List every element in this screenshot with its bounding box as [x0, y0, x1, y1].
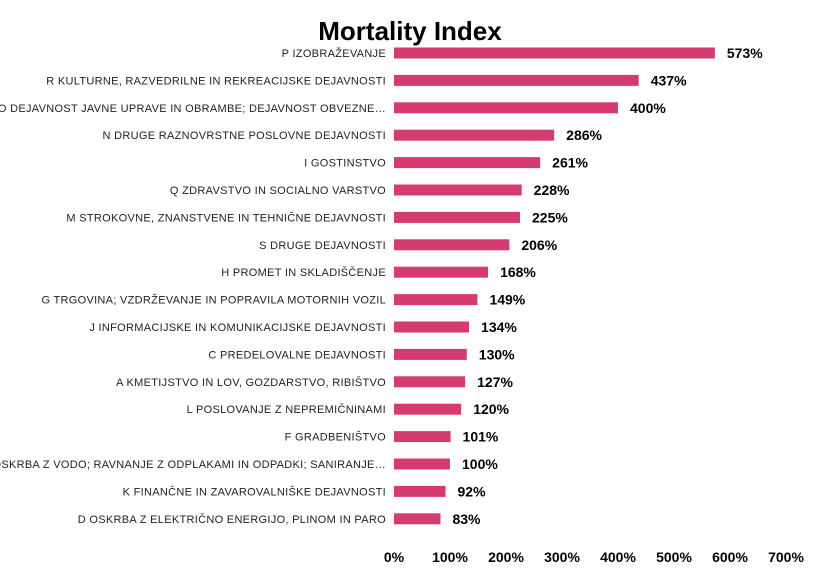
bars-group — [394, 47, 715, 525]
x-tick-label: 500% — [656, 549, 692, 565]
category-label: I GOSTINSTVO — [304, 158, 386, 170]
bar — [394, 294, 478, 306]
value-label: 168% — [500, 264, 536, 280]
category-label: A KMETIJSTVO IN LOV, GOZDARSTVO, RIBIŠTV… — [116, 376, 386, 389]
x-tick-label: 100% — [432, 549, 468, 565]
category-label: H PROMET IN SKLADIŠČENJE — [221, 266, 386, 279]
bar — [394, 348, 467, 360]
value-label: 101% — [463, 429, 499, 445]
category-label: O DEJAVNOST JAVNE UPRAVE IN OBRAMBE; DEJ… — [0, 103, 386, 115]
x-tick-label: 0% — [384, 549, 405, 565]
x-tick-label: 700% — [768, 549, 804, 565]
category-label: F GRADBENIŠTVO — [285, 431, 387, 444]
chart-title: Mortality Index — [318, 16, 502, 46]
category-label: M STROKOVNE, ZNANSTVENE IN TEHNIČNE DEJA… — [66, 211, 386, 224]
value-label: 130% — [479, 346, 515, 362]
x-tick-label: 600% — [712, 549, 748, 565]
category-label: S DRUGE DEJAVNOSTI — [259, 240, 386, 252]
bar — [394, 513, 441, 525]
bar — [394, 403, 462, 415]
value-label: 228% — [534, 182, 570, 198]
value-label: 400% — [630, 100, 666, 116]
value-label: 83% — [452, 511, 481, 527]
value-label: 261% — [552, 155, 588, 171]
bar — [394, 74, 639, 86]
bar — [394, 129, 555, 141]
value-label: 149% — [489, 292, 525, 308]
category-label: L POSLOVANJE Z NEPREMIČNINAMI — [187, 403, 386, 416]
bar — [394, 376, 466, 388]
value-labels-group: 573% 437% 400% 286% 261% 228% 225% 206% 168% 149%… — [452, 45, 763, 527]
bar — [394, 47, 715, 59]
value-label: 127% — [477, 374, 513, 390]
bar — [394, 184, 522, 196]
x-tick-label: 200% — [488, 549, 524, 565]
value-label: 573% — [727, 45, 763, 61]
value-label: 225% — [532, 209, 568, 225]
x-axis-ticks-group: 0% 100% 200% 300% 400% 500% 600% 700% — [384, 549, 805, 565]
category-labels-group: P IZOBRAŽEVANJE R KULTURNE, RAZVEDRILNE I… — [0, 47, 386, 526]
category-label: R KULTURNE, RAZVEDRILNE IN REKREACIJSKE … — [46, 75, 386, 87]
category-label: J INFORMACIJSKE IN KOMUNIKACIJSKE DEJAVN… — [89, 322, 386, 334]
value-label: 100% — [462, 456, 498, 472]
bar — [394, 321, 470, 333]
bar — [394, 266, 489, 278]
x-tick-label: 400% — [600, 549, 636, 565]
category-label: P IZOBRAŽEVANJE — [282, 47, 386, 60]
bar — [394, 239, 510, 251]
value-label: 286% — [566, 127, 602, 143]
bar — [394, 485, 446, 497]
value-label: 437% — [651, 72, 687, 88]
value-label: 206% — [521, 237, 557, 253]
category-label: E OSKRBA Z VODO; RAVNANJE Z ODPLAKAMI IN… — [0, 459, 386, 471]
bar — [394, 431, 451, 443]
bar — [394, 458, 450, 470]
value-label: 134% — [481, 319, 517, 335]
category-label: D OSKRBA Z ELEKTRIČNO ENERGIJO, PLINOM I… — [78, 513, 386, 526]
bar — [394, 211, 520, 223]
bar — [394, 102, 618, 114]
category-label: Q ZDRAVSTVO IN SOCIALNO VARSTVO — [170, 185, 386, 197]
category-label: N DRUGE RAZNOVRSTNE POSLOVNE DEJAVNOSTI — [103, 130, 386, 142]
category-label: C PREDELOVALNE DEJAVNOSTI — [208, 349, 386, 361]
bar — [394, 157, 541, 169]
x-tick-label: 300% — [544, 549, 580, 565]
category-label: G TRGOVINA; VZDRŽEVANJE IN POPRAVILA MOT… — [41, 294, 386, 307]
category-label: K FINANČNE IN ZAVAROVALNIŠKE DEJAVNOSTI — [123, 485, 386, 498]
value-label: 120% — [473, 401, 509, 417]
value-label: 92% — [458, 483, 487, 499]
